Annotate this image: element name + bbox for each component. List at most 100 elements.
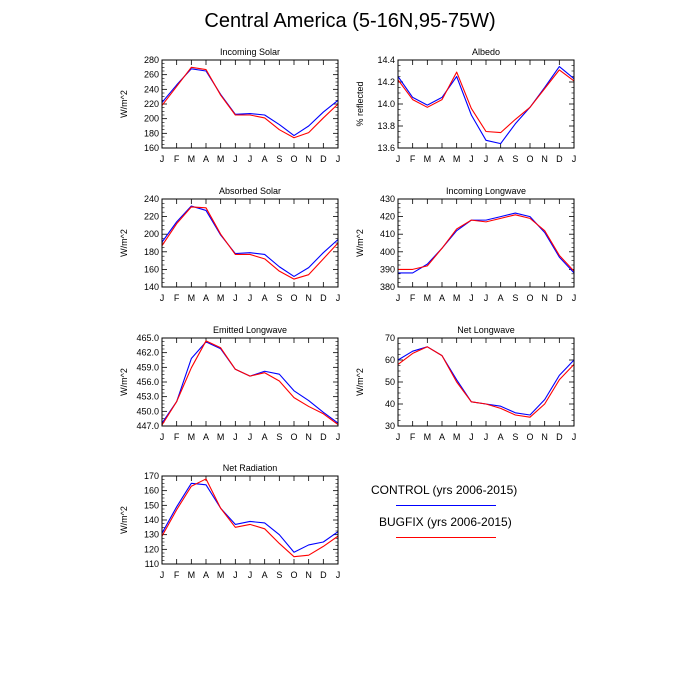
plot-frame [161,198,339,288]
y-tick-label: 280 [144,55,159,65]
series-line-bugfix [161,206,339,280]
x-tick-label: M [188,570,196,580]
x-tick-label: N [541,432,548,442]
x-tick-label: S [512,432,518,442]
x-tick-label: J [248,432,253,442]
y-tick-label: 420 [380,212,395,222]
series-line-control [397,66,575,145]
x-tick-label: A [203,432,209,442]
x-tick-label: M [217,432,225,442]
y-tick-label: 410 [380,229,395,239]
x-tick-label: J [572,293,577,303]
series-line-bugfix [397,69,575,134]
y-tick-label: 14.4 [377,55,395,65]
y-tick-label: 240 [144,194,159,204]
x-tick-label: F [174,293,180,303]
y-tick-label: 14.2 [377,77,395,87]
y-tick-label: 160 [144,264,159,274]
y-tick-label: 60 [385,355,395,365]
x-tick-label: N [305,432,312,442]
x-tick-label: M [188,154,196,164]
x-tick-label: A [203,570,209,580]
x-tick-label: O [290,432,297,442]
x-tick-label: A [439,293,445,303]
x-tick-label: S [276,293,282,303]
chart-title: Net Longwave [457,325,515,335]
series-line-control [161,341,339,424]
y-tick-label: 220 [144,99,159,109]
y-axis-label: W/m^2 [119,368,129,396]
x-tick-label: D [320,154,327,164]
y-tick-label: 456.0 [136,377,159,387]
x-tick-label: F [410,293,416,303]
y-tick-label: 13.6 [377,143,395,153]
series-line-control [398,212,575,274]
x-tick-label: A [203,154,209,164]
x-tick-label: J [336,432,341,442]
x-tick-label: M [188,432,196,442]
x-tick-label: S [276,432,282,442]
x-tick-label: J [396,154,401,164]
x-tick-label: D [556,154,563,164]
y-tick-label: 450.0 [136,406,159,416]
series-line-bugfix [161,340,339,426]
y-tick-label: 130 [144,530,159,540]
x-tick-label: J [396,432,401,442]
x-tick-label: N [305,293,312,303]
y-tick-label: 200 [144,114,159,124]
x-tick-label: S [512,293,518,303]
y-tick-label: 465.0 [136,333,159,343]
x-tick-label: D [556,293,563,303]
x-tick-label: A [439,432,445,442]
plot-frame [397,198,575,288]
x-tick-label: S [276,154,282,164]
chart-title: Emitted Longwave [213,325,287,335]
x-tick-label: A [262,432,268,442]
x-tick-label: D [320,293,327,303]
x-tick-label: O [526,154,533,164]
y-tick-label: 30 [385,421,395,431]
plot-frame [161,59,339,149]
y-tick-label: 180 [144,247,159,257]
x-tick-label: J [248,570,253,580]
y-tick-label: 120 [144,544,159,554]
y-tick-label: 170 [144,471,159,481]
legend-label-control: CONTROL (yrs 2006-2015) [371,483,518,497]
legend-line-control [396,505,496,506]
y-tick-label: 50 [385,377,395,387]
x-tick-label: M [453,432,461,442]
plot-frame [397,337,575,427]
x-tick-label: F [174,432,180,442]
y-axis-label: % reflected [355,81,365,126]
x-tick-label: J [248,293,253,303]
y-tick-label: 430 [380,194,395,204]
x-tick-label: F [410,154,416,164]
x-tick-label: J [233,570,238,580]
x-tick-label: M [424,432,432,442]
series-line-bugfix [397,346,575,418]
x-tick-label: D [556,432,563,442]
x-tick-label: D [320,432,327,442]
y-tick-label: 390 [380,264,395,274]
x-tick-label: A [203,293,209,303]
y-tick-label: 40 [385,399,395,409]
x-tick-label: A [262,293,268,303]
y-tick-label: 160 [144,143,159,153]
series-line-bugfix [398,214,575,272]
x-tick-label: S [276,570,282,580]
x-tick-label: J [233,154,238,164]
y-tick-label: 200 [144,229,159,239]
x-tick-label: A [262,154,268,164]
y-tick-label: 160 [144,486,159,496]
y-tick-label: 150 [144,500,159,510]
x-tick-label: M [217,154,225,164]
x-tick-label: A [262,570,268,580]
y-tick-label: 70 [385,333,395,343]
chart-title: Incoming Solar [220,47,280,57]
y-tick-label: 447.0 [136,421,159,431]
y-axis-label: W/m^2 [119,229,129,257]
